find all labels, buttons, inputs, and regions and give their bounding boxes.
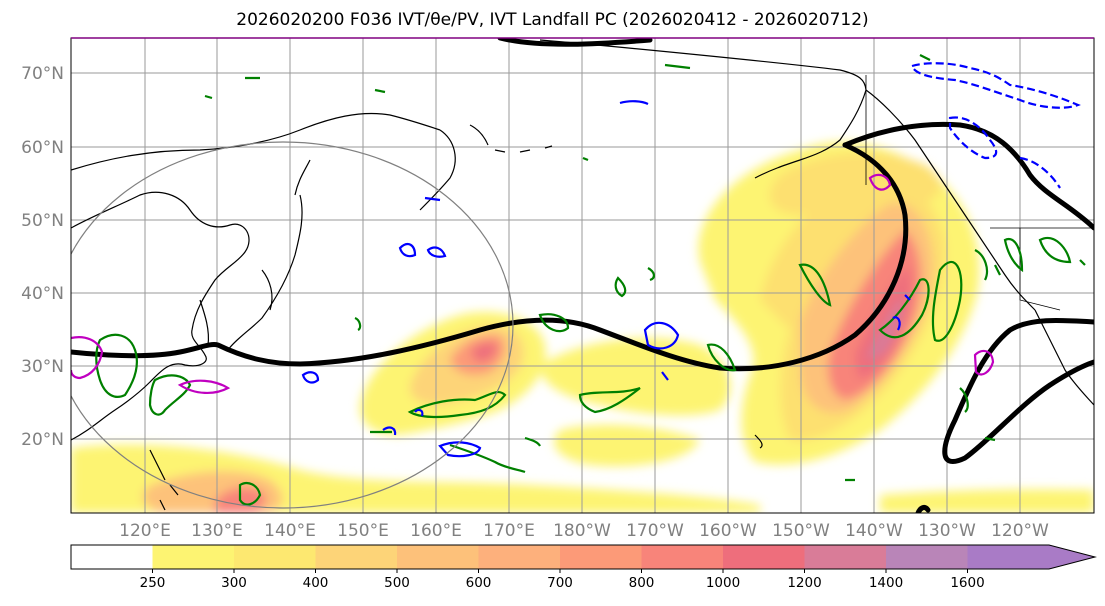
lat-label-20: 20°N xyxy=(21,430,64,450)
lon-label-140w: 140°W xyxy=(845,521,903,541)
colorbar: 250 300 400 500 600 700 800 1000 1200 1400 1600 xyxy=(70,544,1097,591)
colorbar-segment xyxy=(723,545,805,569)
coastlines xyxy=(71,39,1094,511)
theta-e-contours xyxy=(71,38,1094,513)
pv-blue-dashed-contours xyxy=(910,62,1081,189)
colorbar-tick-label: 700 xyxy=(547,575,573,591)
colorbar-tick-label: 1000 xyxy=(706,575,740,591)
map-title: 2026020200 F036 IVT/θe/PV, IVT Landfall … xyxy=(236,10,869,30)
colorbar-tick-label: 500 xyxy=(384,575,410,591)
colorbar-segment xyxy=(478,545,561,569)
colorbar-segment xyxy=(152,545,235,569)
lon-label-120w: 120°W xyxy=(991,521,1049,541)
lon-label-160e: 160°E xyxy=(410,521,462,541)
colorbar-tick-label: 250 xyxy=(140,575,166,591)
colorbar-segment xyxy=(397,545,479,569)
lon-label-180w: 180°W xyxy=(553,521,611,541)
colorbar-segment xyxy=(315,545,398,569)
colorbar-tick-label: 300 xyxy=(221,575,247,591)
latitude-labels: 70°N 60°N 50°N 40°N 30°N 20°N xyxy=(21,64,64,450)
lon-label-170w: 170°W xyxy=(626,521,684,541)
pv-green-contours xyxy=(95,54,1086,506)
colorbar-tick-label: 1400 xyxy=(869,575,903,591)
longitude-labels: 120°E 130°E 140°E 150°E 160°E 170°E 180°… xyxy=(119,521,1049,541)
lon-label-130w: 130°W xyxy=(918,521,976,541)
landfall-circle xyxy=(71,141,514,509)
colorbar-segment xyxy=(560,545,642,569)
colorbar-extend-arrow xyxy=(967,545,1095,569)
colorbar-segment xyxy=(804,545,887,569)
lon-label-150w: 150°W xyxy=(772,521,830,541)
lon-label-160w: 160°W xyxy=(699,521,757,541)
ivt-shading xyxy=(71,141,1094,513)
lon-label-170e: 170°E xyxy=(483,521,535,541)
lon-label-120e: 120°E xyxy=(119,521,171,541)
lat-label-50: 50°N xyxy=(21,211,64,231)
lat-label-30: 30°N xyxy=(21,357,64,377)
colorbar-segment xyxy=(71,545,153,569)
pv-blue-contours xyxy=(301,100,911,458)
pv-magenta-contours xyxy=(71,173,995,394)
colorbar-outline xyxy=(70,544,1097,570)
colorbar-segment xyxy=(886,545,968,569)
colorbar-tick-label: 1200 xyxy=(787,575,821,591)
lat-label-40: 40°N xyxy=(21,284,64,304)
lat-label-70: 70°N xyxy=(21,64,64,84)
lon-label-130e: 130°E xyxy=(191,521,243,541)
colorbar-tick-label: 600 xyxy=(466,575,492,591)
lon-label-140e: 140°E xyxy=(264,521,316,541)
colorbar-segment xyxy=(234,545,316,569)
lat-label-60: 60°N xyxy=(21,138,64,158)
colorbar-tick-label: 400 xyxy=(303,575,329,591)
colorbar-segment xyxy=(641,545,724,569)
colorbar-tick-label: 800 xyxy=(629,575,655,591)
colorbar-tick-label: 1600 xyxy=(950,575,984,591)
lon-label-150e: 150°E xyxy=(337,521,389,541)
